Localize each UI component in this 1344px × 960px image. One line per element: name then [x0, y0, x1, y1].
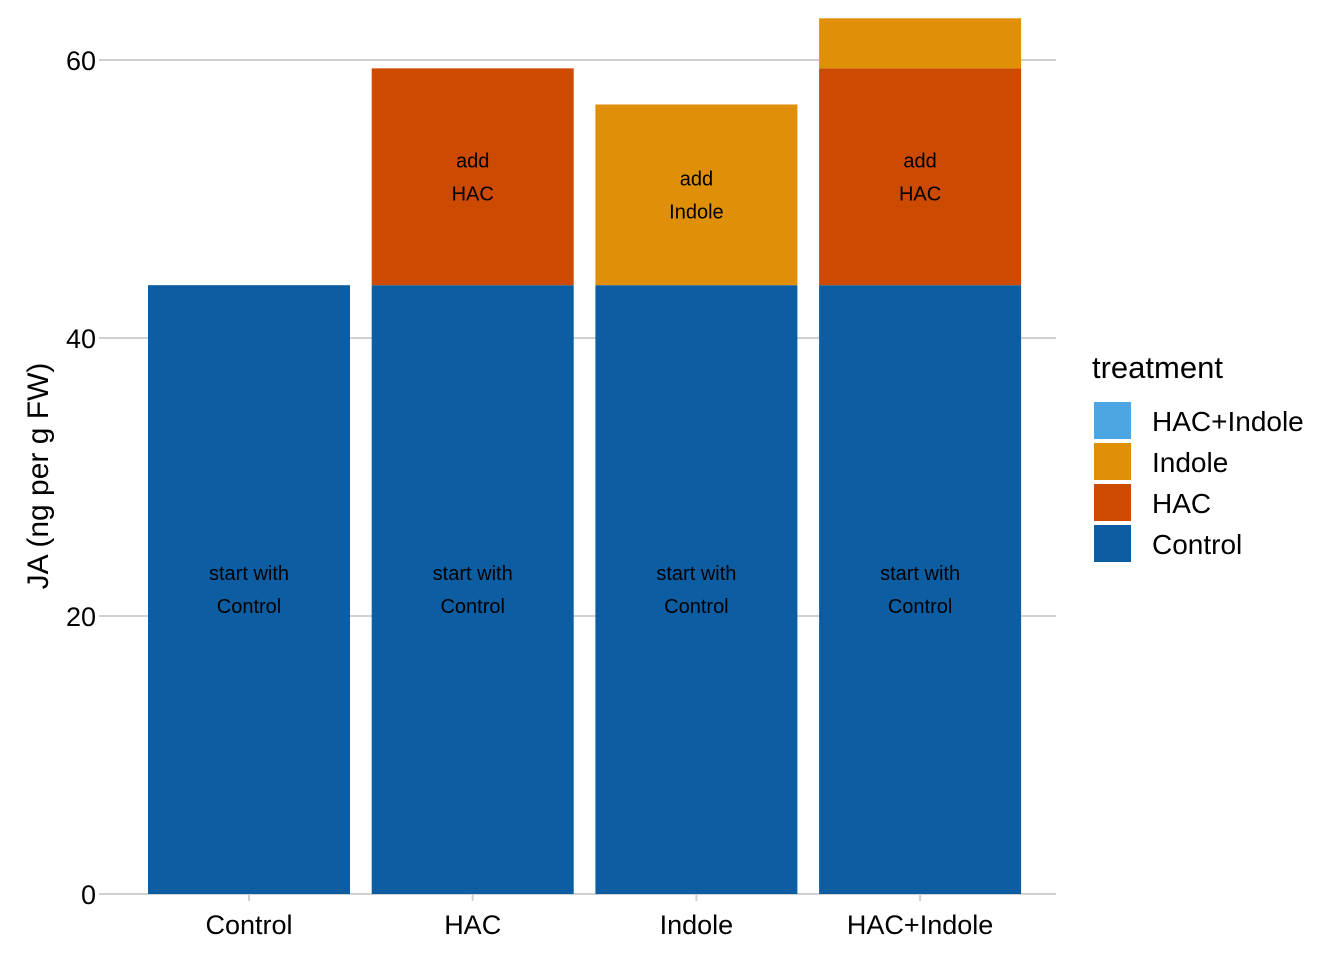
y-tick-label: 0	[81, 880, 96, 910]
bar-segment	[595, 104, 798, 286]
legend-swatch	[1094, 443, 1131, 480]
bar-label: add	[680, 168, 713, 190]
bar-label: Control	[664, 596, 728, 618]
legend-label: Indole	[1152, 447, 1228, 478]
bar-label: HAC	[452, 183, 494, 205]
legend-label: HAC	[1152, 488, 1211, 519]
bar-label: start with	[656, 563, 736, 585]
bar-segment	[819, 68, 1022, 286]
y-axis: 0 20 40 60	[66, 46, 106, 910]
bar-label: start with	[880, 563, 960, 585]
y-axis-title: JA (ng per g FW)	[22, 363, 55, 590]
bar-segment	[148, 285, 350, 894]
bar-label: Indole	[669, 201, 724, 223]
bar-segment	[819, 285, 1022, 894]
bar-label: start with	[433, 563, 513, 585]
bar-labels: start with Control start with Control add HAC…	[209, 150, 960, 618]
bar-label: HAC	[899, 183, 941, 205]
legend-label: HAC+Indole	[1152, 406, 1304, 437]
bar-label: Control	[440, 596, 504, 618]
bar-segment	[371, 285, 574, 894]
legend-title: treatment	[1092, 350, 1223, 385]
x-tick-label: Indole	[660, 910, 734, 940]
x-axis: Control HAC Indole HAC+Indole	[205, 894, 993, 940]
legend-label: Control	[1152, 529, 1242, 560]
x-tick-label: HAC	[444, 910, 501, 940]
legend-swatch	[1094, 484, 1131, 521]
bar-segment	[595, 285, 798, 894]
bar-label: add	[456, 150, 489, 172]
bar-segment	[371, 68, 574, 286]
bars	[148, 18, 1022, 894]
legend-swatch	[1094, 525, 1131, 562]
x-tick-label: HAC+Indole	[847, 910, 993, 940]
y-tick-label: 60	[66, 46, 96, 76]
x-tick-label: Control	[205, 910, 292, 940]
bar-label: add	[903, 150, 936, 172]
legend: treatment HAC+Indole Indole HAC Control	[1092, 350, 1304, 562]
y-tick-label: 40	[66, 324, 96, 354]
legend-swatch	[1094, 402, 1131, 439]
bar-label: Control	[217, 596, 281, 618]
y-tick-label: 20	[66, 602, 96, 632]
bar-segment	[819, 18, 1022, 69]
bar-label: start with	[209, 563, 289, 585]
bar-label: Control	[888, 596, 952, 618]
